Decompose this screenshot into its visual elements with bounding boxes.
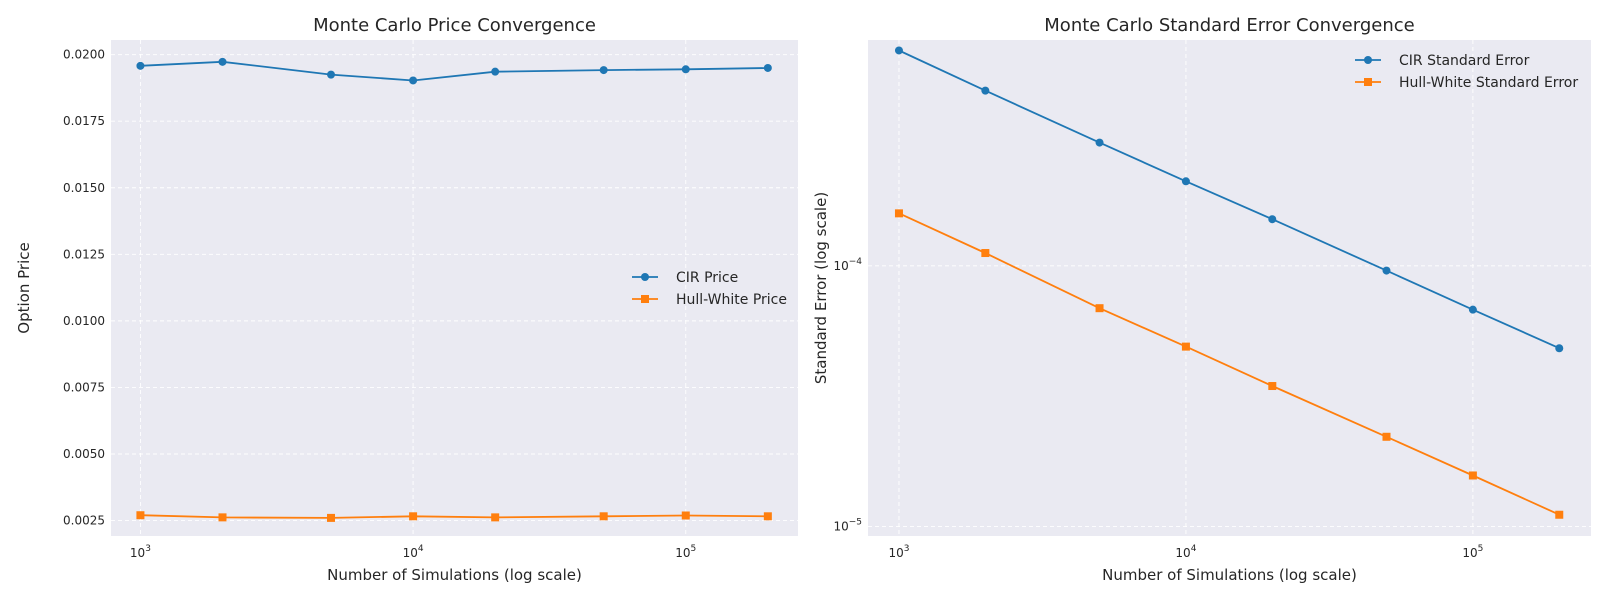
cir-standard-error-point xyxy=(894,46,903,55)
hull-white-price-point xyxy=(763,512,772,521)
legend-item-hull-white-price: Hull-White Price xyxy=(632,292,787,308)
legend: CIR Price Hull-White Price xyxy=(632,270,787,308)
y-tick-label: 10−5 xyxy=(833,518,862,534)
hull-white-price-point xyxy=(218,513,227,522)
x-tick-label: 103 xyxy=(130,544,151,560)
legend-label: CIR Price xyxy=(676,270,738,286)
plot-area xyxy=(868,40,1591,536)
x-axis-label: Number of Simulations (log scale) xyxy=(1102,566,1357,584)
cir-price-line xyxy=(140,60,768,82)
plot-area xyxy=(111,40,798,536)
x-tick-label: 104 xyxy=(403,544,424,560)
x-axis-label: Number of Simulations (log scale) xyxy=(327,566,582,584)
legend: CIR Standard Error Hull-White Standard E… xyxy=(1355,53,1578,91)
hull-white-standard-error-point xyxy=(1095,304,1104,313)
hull-white-price-line xyxy=(140,514,768,519)
cir-price-point xyxy=(681,65,690,74)
price-convergence-chart: 103 104 105 0.0025 0.0050 0.0075 0.0100 0.0125 0… xyxy=(15,15,798,584)
hull-white-standard-error-point xyxy=(1268,382,1277,391)
y-tick-label: 0.0200 xyxy=(63,48,105,62)
cir-price-point xyxy=(218,57,227,66)
cir-standard-error-point xyxy=(1555,344,1564,353)
cir-standard-error-point xyxy=(1181,177,1190,186)
tick-labels: 103 104 105 10−5 10−4 xyxy=(833,257,1483,560)
y-tick-label: 10−4 xyxy=(833,257,862,273)
hull-white-price-point xyxy=(136,511,145,520)
cir-standard-error-point xyxy=(1468,305,1477,314)
cir-standard-error-point xyxy=(1382,266,1391,275)
legend-label: Hull-White Standard Error xyxy=(1399,75,1578,91)
y-tick-label: 0.0150 xyxy=(63,181,105,195)
legend-item-cir-standard-error: CIR Standard Error xyxy=(1355,53,1530,69)
cir-standard-error-point xyxy=(981,86,990,95)
hull-white-price-point xyxy=(491,513,500,522)
cir-standard-error-point xyxy=(1268,215,1277,224)
hull-white-price-point xyxy=(409,512,418,521)
chart-title: Monte Carlo Price Convergence xyxy=(313,15,596,36)
hull-white-standard-error-point xyxy=(1181,342,1190,351)
y-tick-label: 0.0100 xyxy=(63,314,105,328)
y-tick-label: 0.0025 xyxy=(63,514,105,528)
tick-labels: 103 104 105 0.0025 0.0050 0.0075 0.0100 0.0125 0… xyxy=(63,48,696,560)
series-layer xyxy=(136,57,772,522)
legend-label: Hull-White Price xyxy=(676,292,787,308)
cir-price-point xyxy=(136,61,145,70)
y-tick-label: 0.0175 xyxy=(63,114,105,128)
grid-lines xyxy=(868,40,1591,536)
hull-white-standard-error-point xyxy=(1555,510,1564,519)
cir-price-point xyxy=(409,76,418,85)
hull-white-standard-error-point xyxy=(894,209,903,218)
hull-white-standard-error-point xyxy=(1382,432,1391,441)
cir-standard-error-point xyxy=(1095,138,1104,147)
legend-item-cir-price: CIR Price xyxy=(632,270,738,286)
hull-white-standard-error-point xyxy=(1468,471,1477,480)
standard-error-convergence-chart: 103 104 105 10−5 10−4 Monte Carlo Standard E… xyxy=(812,15,1591,584)
y-tick-label: 0.0050 xyxy=(63,447,105,461)
y-tick-label: 0.0075 xyxy=(63,380,105,394)
x-tick-label: 105 xyxy=(675,544,696,560)
cir-price-point xyxy=(327,70,336,79)
y-tick-label: 0.0125 xyxy=(63,247,105,261)
y-axis-label: Standard Error (log scale) xyxy=(812,192,830,384)
hull-white-standard-error-point xyxy=(981,249,990,258)
hull-white-price-point xyxy=(681,511,690,520)
x-tick-label: 103 xyxy=(888,544,909,560)
x-tick-label: 105 xyxy=(1462,544,1483,560)
x-tick-label: 104 xyxy=(1175,544,1196,560)
cir-price-point xyxy=(491,67,500,76)
legend-label: CIR Standard Error xyxy=(1399,53,1530,69)
hull-white-price-point xyxy=(599,512,608,521)
hull-white-standard-error-line xyxy=(898,212,1560,516)
cir-standard-error-line xyxy=(898,49,1560,350)
cir-price-point xyxy=(599,66,608,75)
cir-price-point xyxy=(763,63,772,72)
legend-item-hull-white-standard-error: Hull-White Standard Error xyxy=(1355,75,1578,91)
chart-title: Monte Carlo Standard Error Convergence xyxy=(1044,15,1414,36)
y-axis-label: Option Price xyxy=(15,242,33,333)
hull-white-price-point xyxy=(327,513,336,522)
series-layer xyxy=(894,46,1564,519)
